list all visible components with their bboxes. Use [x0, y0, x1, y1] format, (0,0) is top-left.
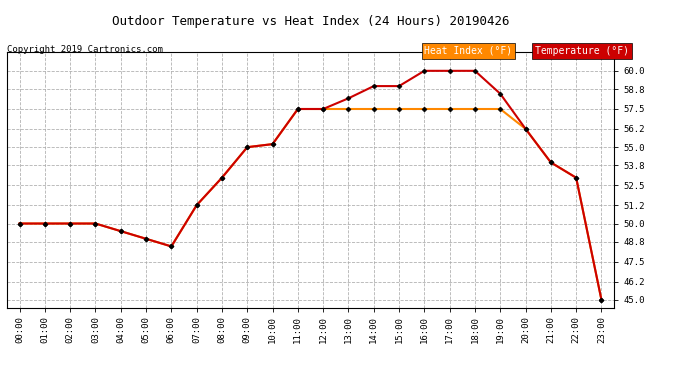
Text: Temperature (°F): Temperature (°F)	[535, 46, 629, 56]
Text: Copyright 2019 Cartronics.com: Copyright 2019 Cartronics.com	[7, 45, 163, 54]
Text: Heat Index (°F): Heat Index (°F)	[424, 46, 513, 56]
Text: Outdoor Temperature vs Heat Index (24 Hours) 20190426: Outdoor Temperature vs Heat Index (24 Ho…	[112, 15, 509, 28]
